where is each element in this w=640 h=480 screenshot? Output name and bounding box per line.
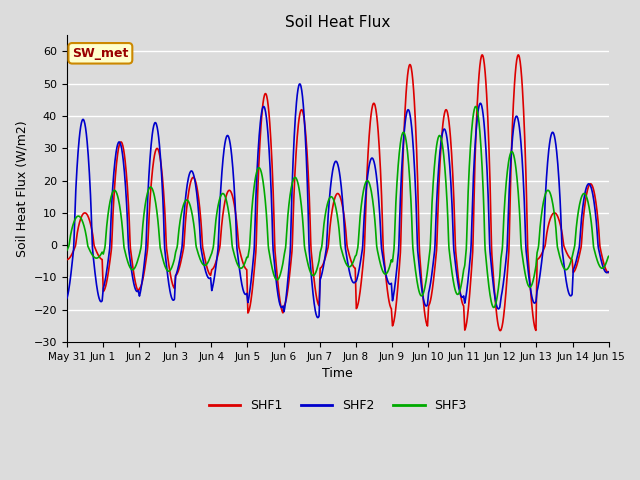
SHF1 bbox=[184, 200, 191, 205]
SHF1 bbox=[63, 257, 70, 263]
SHF2 bbox=[422, 303, 430, 309]
SHF2 bbox=[296, 81, 304, 87]
X-axis label: Time: Time bbox=[323, 367, 353, 380]
SHF3 bbox=[422, 280, 429, 286]
SHF1 bbox=[541, 243, 549, 249]
Title: Soil Heat Flux: Soil Heat Flux bbox=[285, 15, 390, 30]
SHF1 bbox=[515, 52, 522, 58]
Line: SHF1: SHF1 bbox=[67, 55, 609, 331]
SHF2 bbox=[184, 181, 191, 187]
Line: SHF3: SHF3 bbox=[67, 107, 609, 308]
SHF3 bbox=[605, 253, 612, 259]
SHF3 bbox=[63, 248, 70, 253]
Line: SHF2: SHF2 bbox=[67, 84, 609, 318]
SHF1 bbox=[170, 285, 178, 291]
SHF3 bbox=[493, 294, 501, 300]
SHF2 bbox=[314, 315, 322, 321]
SHF1 bbox=[493, 310, 500, 315]
SHF2 bbox=[493, 304, 501, 310]
SHF2 bbox=[605, 269, 612, 275]
SHF2 bbox=[541, 201, 549, 207]
Legend: SHF1, SHF2, SHF3: SHF1, SHF2, SHF3 bbox=[204, 394, 472, 417]
SHF2 bbox=[63, 296, 70, 301]
SHF1 bbox=[605, 270, 612, 276]
SHF3 bbox=[490, 305, 498, 311]
Y-axis label: Soil Heat Flux (W/m2): Soil Heat Flux (W/m2) bbox=[15, 120, 28, 257]
SHF1 bbox=[244, 310, 252, 316]
SHF3 bbox=[541, 192, 549, 198]
SHF2 bbox=[170, 297, 178, 302]
SHF3 bbox=[244, 254, 252, 260]
SHF1 bbox=[497, 328, 504, 334]
SHF2 bbox=[244, 300, 252, 305]
SHF1 bbox=[422, 316, 429, 322]
SHF3 bbox=[184, 197, 191, 203]
Text: SW_met: SW_met bbox=[72, 47, 129, 60]
SHF3 bbox=[472, 104, 479, 109]
SHF3 bbox=[170, 257, 178, 263]
